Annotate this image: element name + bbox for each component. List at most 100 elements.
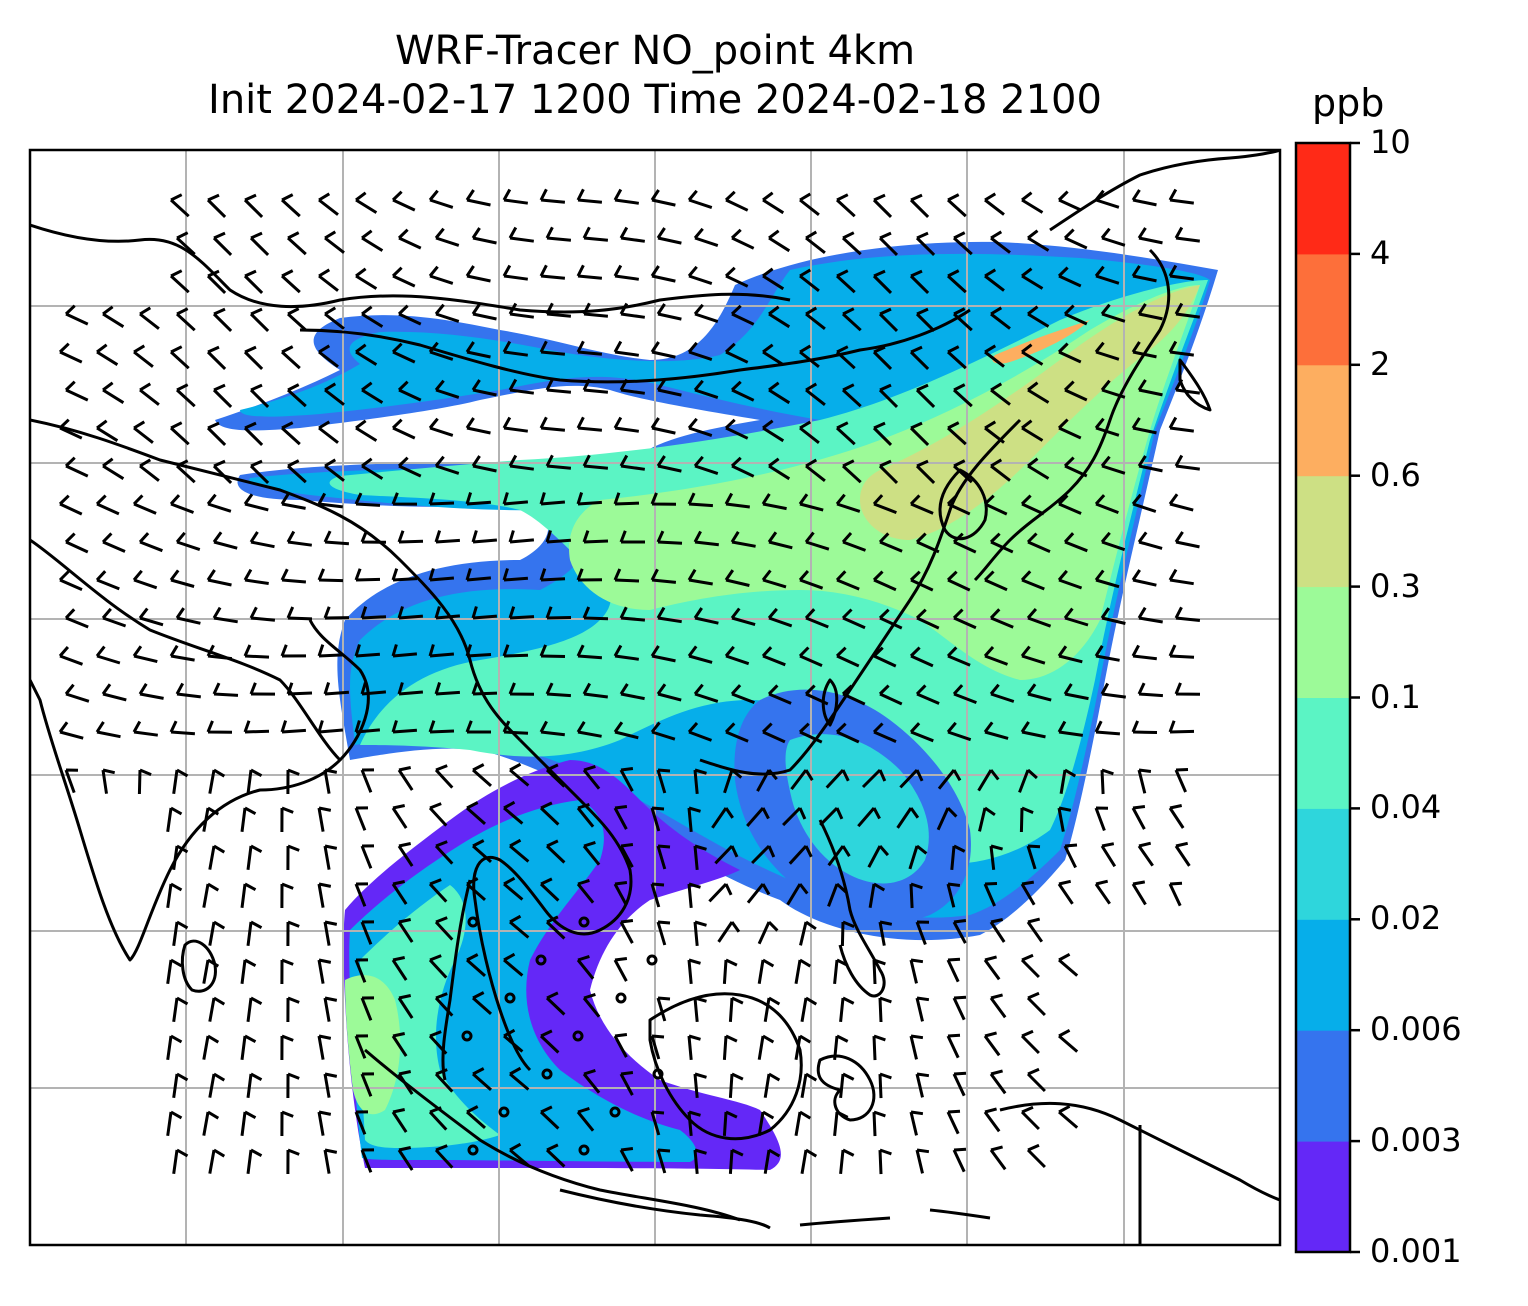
wind-barb — [502, 340, 528, 357]
wind-barb — [286, 383, 307, 408]
wind-barb — [249, 231, 270, 256]
wind-barb — [989, 844, 1003, 870]
wind-barb — [354, 882, 369, 907]
wind-barb — [861, 768, 887, 789]
wind-barb — [841, 231, 862, 256]
coastline-srilanka — [180, 939, 217, 993]
wind-barb — [582, 378, 609, 394]
wind-barb — [1020, 1029, 1040, 1055]
wind-barb — [819, 806, 844, 827]
wind-barb — [915, 1148, 930, 1174]
wind-barb — [936, 806, 958, 831]
wind-barb — [878, 684, 903, 706]
wind-barb — [841, 383, 862, 408]
wind-barb — [391, 644, 418, 658]
wind-barb — [835, 269, 856, 294]
wind-barb — [989, 1069, 1007, 1095]
wind-barb — [1057, 190, 1082, 212]
wind-barb — [746, 807, 770, 827]
wind-barb — [466, 877, 486, 902]
wind-barb — [101, 607, 127, 628]
wind-barb — [878, 1072, 892, 1099]
wind-barb — [946, 345, 967, 370]
wind-barb — [240, 1034, 257, 1060]
wind-barb — [867, 845, 890, 868]
wind-barb — [841, 307, 862, 332]
coastline-japan — [973, 248, 1171, 582]
wind-barb — [878, 383, 899, 408]
wind-barb — [825, 768, 850, 789]
colorbar-segment — [1296, 919, 1350, 1031]
wind-barb — [175, 682, 201, 699]
wind-barb — [139, 306, 160, 330]
wind-barb — [909, 1034, 924, 1060]
wind-barb — [984, 192, 1005, 216]
wind-barb — [952, 1071, 967, 1097]
wind-barb — [761, 493, 787, 511]
wind-barb — [1100, 682, 1126, 699]
wind-barb — [249, 307, 270, 332]
wind-barb — [545, 606, 572, 620]
wind-barb — [619, 606, 646, 622]
wind-barb — [687, 189, 713, 210]
wind-barb — [166, 882, 183, 909]
wind-barb — [1057, 266, 1082, 288]
wind-barb — [434, 455, 460, 475]
wind-barb — [909, 269, 930, 294]
wind-barb — [722, 958, 738, 985]
wind-barb — [246, 768, 263, 794]
wind-barb — [1063, 683, 1089, 701]
wind-barb — [1131, 720, 1158, 734]
wind-barb — [989, 993, 1007, 1019]
wind-barb — [984, 420, 1005, 444]
wind-barb — [576, 264, 603, 280]
colorbar-segment — [1296, 475, 1350, 588]
colorbar-segment — [1296, 586, 1350, 698]
wind-barb — [839, 1072, 855, 1099]
wind-barb — [1027, 457, 1050, 480]
wind-barb — [286, 307, 307, 332]
wind-barb — [354, 1034, 369, 1059]
calm-wind-marker — [652, 1068, 664, 1080]
wind-barb — [767, 684, 792, 705]
wind-barb — [545, 839, 566, 864]
wind-barb — [508, 530, 535, 544]
wind-barb — [798, 570, 824, 590]
coastline-sakhalin — [1178, 358, 1212, 412]
wind-barb — [619, 530, 645, 544]
wind-barb — [799, 192, 820, 216]
wind-barb — [391, 190, 416, 212]
wind-barb — [656, 606, 682, 624]
wind-barb — [502, 720, 529, 735]
wind-barb — [471, 682, 498, 696]
wind-barb — [977, 769, 1000, 792]
wind-barb — [763, 996, 781, 1022]
wind-barb — [472, 763, 492, 788]
wind-barb — [804, 684, 829, 706]
wind-barb — [391, 956, 408, 981]
wind-barb — [509, 1142, 530, 1167]
wind-barb — [693, 683, 719, 703]
wind-barb — [835, 646, 860, 668]
wind-barb — [1021, 419, 1044, 442]
wind-barb — [868, 882, 886, 908]
colorbar-tick-label: 2 — [1370, 344, 1391, 383]
calm-wind-marker — [572, 1030, 584, 1042]
wind-barb — [768, 457, 791, 481]
wind-barb — [915, 231, 936, 256]
wind-barb — [693, 1072, 707, 1099]
wind-barb — [434, 840, 454, 865]
wind-barb — [1168, 568, 1194, 586]
coastline-indochina — [472, 738, 633, 1072]
wind-barb — [1020, 570, 1045, 591]
wind-barb — [1057, 645, 1083, 664]
coastline-bay-bengal — [308, 619, 370, 762]
calm-wind-marker — [467, 1144, 479, 1156]
wind-barb — [132, 645, 158, 664]
wind-barb — [208, 996, 226, 1022]
wind-barb — [471, 530, 498, 544]
wind-barb — [397, 766, 414, 791]
wind-barb — [1094, 494, 1119, 515]
wind-barb — [324, 382, 345, 406]
wind-barb — [166, 958, 183, 985]
